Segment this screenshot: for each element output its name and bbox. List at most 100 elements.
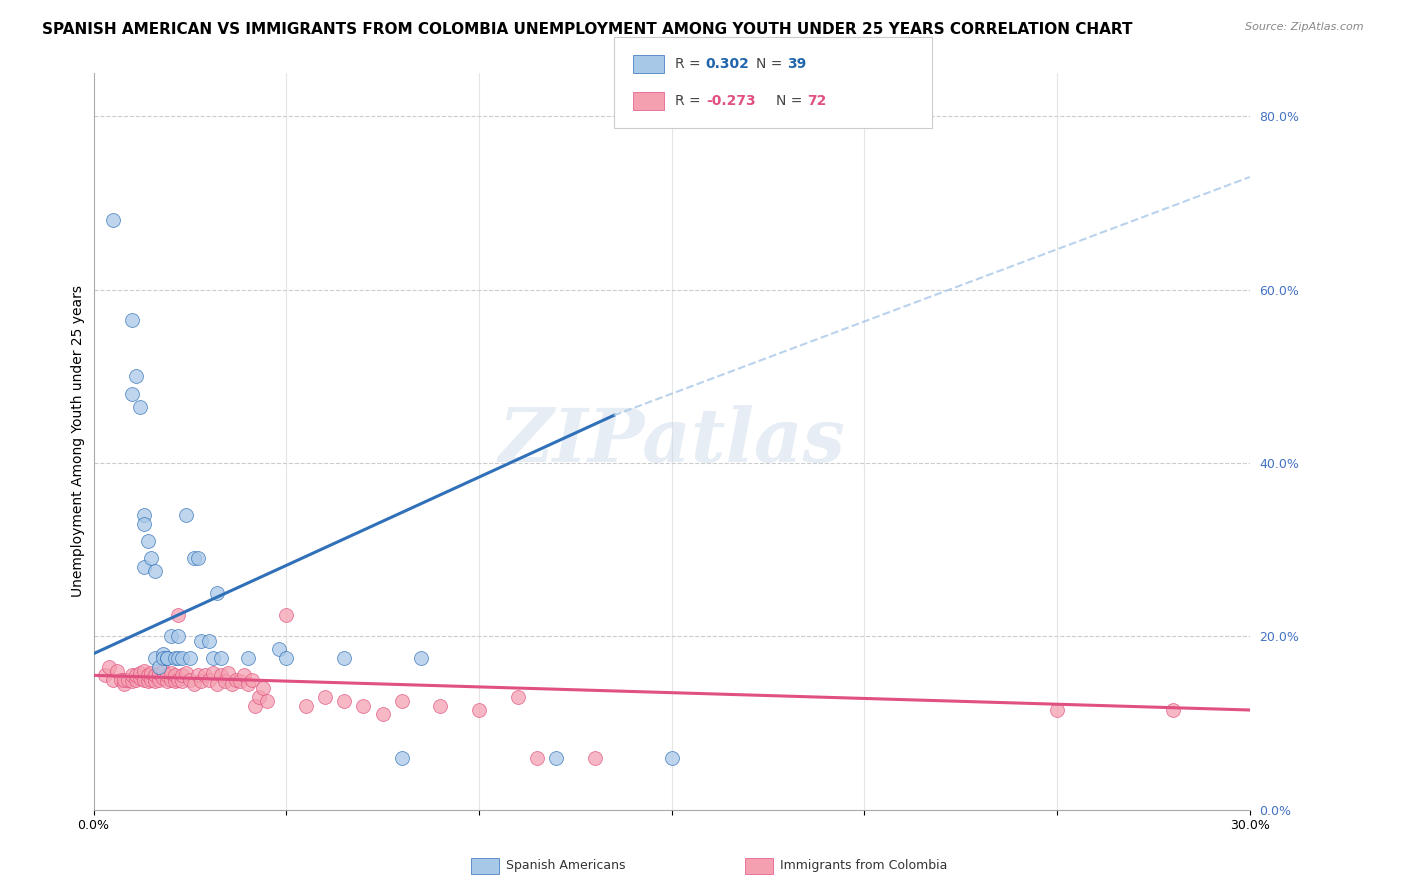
Text: 39: 39 <box>787 57 807 70</box>
Point <box>276 651 298 665</box>
Point <box>121 386 143 401</box>
Point <box>101 213 124 227</box>
Point <box>128 665 150 680</box>
Point <box>179 673 201 687</box>
Point <box>156 651 179 665</box>
Point <box>209 668 232 682</box>
Point <box>132 508 155 522</box>
Point <box>143 674 166 689</box>
Point <box>112 677 135 691</box>
Point <box>214 674 236 689</box>
Point <box>172 668 194 682</box>
Point <box>183 677 205 691</box>
Text: R =: R = <box>675 57 704 70</box>
Point <box>1046 703 1069 717</box>
Point <box>159 629 181 643</box>
Point <box>163 651 186 665</box>
Text: -0.273: -0.273 <box>706 95 755 108</box>
Point <box>156 674 179 689</box>
Point <box>247 690 270 704</box>
Point <box>143 668 166 682</box>
Point <box>194 668 217 682</box>
Point <box>236 651 259 665</box>
Point <box>167 607 190 622</box>
Point <box>156 668 179 682</box>
Point <box>187 668 209 682</box>
Point <box>506 690 529 704</box>
Point <box>1161 703 1184 717</box>
Point <box>141 665 163 680</box>
Point <box>256 694 278 708</box>
Point <box>152 671 174 685</box>
Point <box>98 659 121 673</box>
Text: SPANISH AMERICAN VS IMMIGRANTS FROM COLOMBIA UNEMPLOYMENT AMONG YOUTH UNDER 25 Y: SPANISH AMERICAN VS IMMIGRANTS FROM COLO… <box>42 22 1133 37</box>
Point <box>229 674 252 689</box>
Point <box>172 651 194 665</box>
Point <box>225 673 247 687</box>
Point <box>101 673 124 687</box>
Point <box>136 674 159 689</box>
Point <box>132 516 155 531</box>
Point <box>218 665 240 680</box>
Point <box>221 677 243 691</box>
Point <box>172 674 194 689</box>
Text: N =: N = <box>776 95 807 108</box>
Point <box>391 694 413 708</box>
Point <box>159 673 181 687</box>
Point <box>128 671 150 685</box>
Text: 72: 72 <box>807 95 827 108</box>
Point <box>148 673 170 687</box>
Point <box>112 673 135 687</box>
Point <box>125 668 148 682</box>
Point <box>143 565 166 579</box>
Point <box>141 673 163 687</box>
Point <box>174 665 197 680</box>
Point <box>236 677 259 691</box>
Point <box>136 668 159 682</box>
Point <box>132 560 155 574</box>
Point <box>143 651 166 665</box>
Point <box>411 651 433 665</box>
Point <box>121 313 143 327</box>
Point <box>202 665 225 680</box>
Point <box>240 673 263 687</box>
Point <box>183 551 205 566</box>
Point <box>156 651 179 665</box>
Point <box>267 642 290 657</box>
Text: R =: R = <box>675 95 704 108</box>
Point <box>245 698 267 713</box>
Point <box>252 681 274 696</box>
Point <box>121 668 143 682</box>
Text: Immigrants from Colombia: Immigrants from Colombia <box>780 859 948 871</box>
Y-axis label: Unemployment Among Youth under 25 years: Unemployment Among Youth under 25 years <box>72 285 86 598</box>
Point <box>314 690 336 704</box>
Point <box>148 659 170 673</box>
Point <box>190 674 212 689</box>
Point <box>294 698 316 713</box>
Text: ZIPatlas: ZIPatlas <box>498 405 845 477</box>
Point <box>546 750 568 764</box>
Point <box>232 668 254 682</box>
Point <box>152 647 174 661</box>
Point <box>371 707 394 722</box>
Point <box>187 551 209 566</box>
Point <box>352 698 374 713</box>
Point <box>163 668 186 682</box>
Point <box>152 651 174 665</box>
Point <box>333 651 356 665</box>
Point <box>276 607 298 622</box>
Point <box>105 664 128 678</box>
Point <box>128 400 150 414</box>
Point <box>209 651 232 665</box>
Point <box>205 677 228 691</box>
Point <box>148 665 170 680</box>
Point <box>167 673 190 687</box>
Point <box>167 629 190 643</box>
Point <box>526 750 548 764</box>
Point <box>391 750 413 764</box>
Point <box>125 673 148 687</box>
Point <box>152 664 174 678</box>
Point <box>583 750 606 764</box>
Point <box>174 508 197 522</box>
Point <box>163 674 186 689</box>
